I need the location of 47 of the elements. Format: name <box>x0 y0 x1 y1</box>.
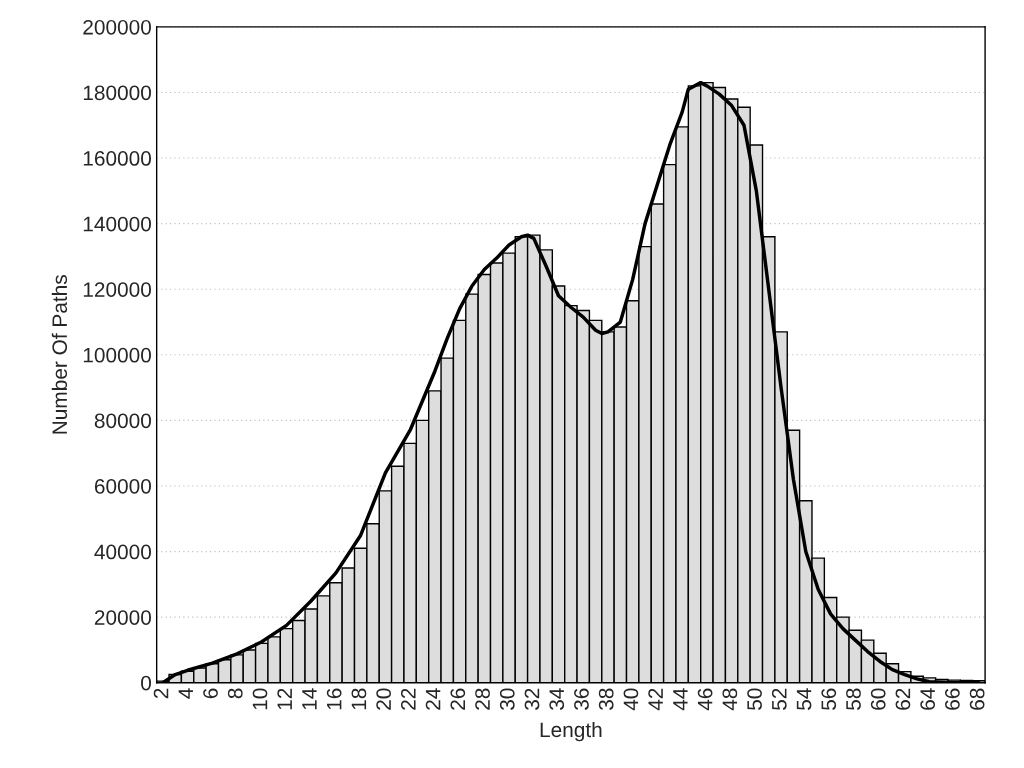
x-tick-label: 8 <box>227 688 243 699</box>
x-tick-label: 44 <box>673 688 688 711</box>
x-axis-title: Length <box>540 721 602 742</box>
x-tick-label: 50 <box>747 688 762 710</box>
x-tick-label: 2 <box>153 688 169 699</box>
y-tick-label: 100000 <box>83 347 151 363</box>
y-tick-label: 120000 <box>83 282 151 297</box>
x-tick-label: 48 <box>722 688 738 711</box>
y-tick-label: 0 <box>141 675 151 691</box>
x-tick-label: 12 <box>277 688 292 710</box>
x-tick-label: 20 <box>376 688 392 710</box>
x-tick-label: 28 <box>475 688 490 710</box>
x-tick-label: 68 <box>969 688 985 710</box>
y-axis-title: Number Of Paths <box>51 275 68 434</box>
x-tick-label: 18 <box>351 688 367 710</box>
y-tick-label: 20000 <box>94 610 151 625</box>
x-tick-label: 52 <box>771 688 787 710</box>
y-tick-label: 40000 <box>94 544 151 560</box>
x-tick-label: 54 <box>796 688 812 710</box>
x-tick-label: 42 <box>648 688 663 711</box>
x-tick-label: 22 <box>400 688 416 710</box>
x-tick-label: 64 <box>920 688 936 710</box>
x-tick-label: 6 <box>203 688 218 699</box>
x-tick-label: 14 <box>302 688 317 710</box>
y-tick-label: 140000 <box>83 216 151 232</box>
x-tick-label: 66 <box>945 688 960 710</box>
x-tick-label: 30 <box>499 688 515 710</box>
y-tick-label: 160000 <box>83 151 151 166</box>
x-tick-label: 4 <box>178 688 193 699</box>
y-tick-label: 80000 <box>94 413 151 429</box>
x-tick-label: 58 <box>846 688 861 710</box>
x-tick-label: 32 <box>524 688 540 710</box>
x-tick-label: 34 <box>549 688 565 710</box>
x-tick-label: 62 <box>895 688 911 710</box>
x-tick-label: 24 <box>425 688 441 710</box>
y-tick-label: 60000 <box>94 478 151 494</box>
x-tick-label: 36 <box>574 688 589 710</box>
x-tick-label: 60 <box>870 688 886 710</box>
x-tick-label: 10 <box>252 688 268 710</box>
x-tick-label: 46 <box>697 688 713 711</box>
x-tick-label: 40 <box>623 688 639 711</box>
y-tick-label: 180000 <box>83 85 151 101</box>
x-tick-label: 38 <box>598 688 614 710</box>
y-tick-label: 200000 <box>83 19 151 35</box>
x-tick-label: 16 <box>326 688 342 710</box>
x-tick-label: 56 <box>821 688 837 710</box>
x-tick-label: 26 <box>450 688 466 710</box>
